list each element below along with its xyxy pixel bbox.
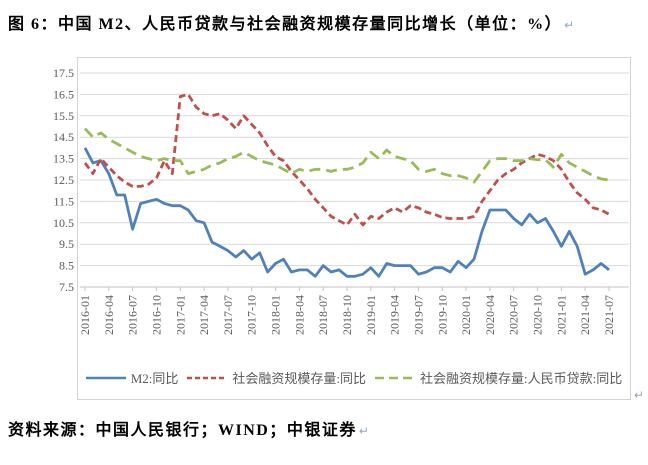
svg-text:2019-10: 2019-10 (435, 295, 449, 335)
paragraph-mark-icon: ↵ (358, 424, 369, 438)
figure-title-text: 图 6：中国 M2、人民币贷款与社会融资规模存量同比增长（单位：%） (8, 16, 563, 33)
source-note: 资料来源：中国人民银行；WIND；中银证券 ↵ (8, 416, 642, 440)
svg-text:2020-04: 2020-04 (483, 295, 497, 335)
svg-text:2017-01: 2017-01 (173, 295, 187, 335)
svg-text:2020-07: 2020-07 (507, 295, 521, 335)
svg-text:2020-10: 2020-10 (531, 295, 545, 335)
tsf-line-sample-icon (187, 376, 228, 379)
svg-text:2019-07: 2019-07 (411, 295, 425, 335)
paragraph-mark-icon: ↵ (564, 18, 575, 32)
svg-text:16.5: 16.5 (53, 87, 74, 101)
svg-text:2019-04: 2019-04 (388, 295, 402, 335)
chart-legend: M2:同比 社会融资规模存量:同比 社会融资规模存量:人民币贷款:同比 (78, 368, 630, 387)
svg-text:2018-07: 2018-07 (316, 295, 330, 335)
legend-label: M2:同比 (130, 371, 179, 386)
svg-text:2019-01: 2019-01 (364, 295, 378, 335)
svg-text:2017-04: 2017-04 (197, 295, 211, 335)
svg-text:2018-01: 2018-01 (269, 295, 283, 335)
svg-text:2016-07: 2016-07 (126, 295, 140, 335)
svg-text:13.5: 13.5 (53, 152, 74, 166)
svg-text:2017-10: 2017-10 (245, 295, 259, 335)
svg-text:12.5: 12.5 (53, 173, 74, 187)
source-note-text: 资料来源：中国人民银行；WIND；中银证券 (8, 422, 357, 439)
svg-text:8.5: 8.5 (59, 259, 74, 273)
legend-item-m2: M2:同比 (85, 368, 179, 387)
legend-label: 社会融资规模存量:人民币贷款:同比 (420, 371, 623, 386)
svg-text:2016-10: 2016-10 (149, 295, 163, 335)
paragraph-mark-icon: ↵ (634, 388, 645, 402)
figure-title: 图 6：中国 M2、人民币贷款与社会融资规模存量同比增长（单位：%） ↵ (8, 10, 642, 34)
legend-item-loans: 社会融资规模存量:人民币贷款:同比 (375, 368, 622, 387)
svg-text:2018-10: 2018-10 (340, 295, 354, 335)
svg-text:10.5: 10.5 (53, 216, 74, 230)
svg-text:14.5: 14.5 (53, 130, 74, 144)
svg-text:9.5: 9.5 (59, 237, 74, 251)
loans-line-sample-icon (375, 376, 416, 379)
svg-text:2018-04: 2018-04 (292, 295, 306, 335)
svg-text:15.5: 15.5 (53, 109, 74, 123)
svg-text:2016-01: 2016-01 (78, 295, 92, 335)
legend-label: 社会融资规模存量:同比 (232, 371, 367, 386)
svg-text:2020-01: 2020-01 (459, 295, 473, 335)
line-chart: 17.5 16.5 15.5 14.5 13.5 12.5 11.5 10.5 9.5 8.5 7.… (53, 57, 631, 400)
svg-text:7.5: 7.5 (59, 280, 74, 294)
svg-text:2021-01: 2021-01 (554, 295, 568, 335)
svg-text:17.5: 17.5 (53, 66, 74, 80)
svg-text:2021-04: 2021-04 (578, 295, 592, 335)
svg-text:2021-07: 2021-07 (602, 295, 616, 335)
svg-text:2016-04: 2016-04 (102, 295, 116, 335)
svg-text:11.5: 11.5 (53, 194, 74, 208)
legend-item-tsf: 社会融资规模存量:同比 (187, 368, 366, 387)
svg-text:2017-07: 2017-07 (221, 295, 235, 335)
m2-line-sample-icon (85, 376, 126, 379)
